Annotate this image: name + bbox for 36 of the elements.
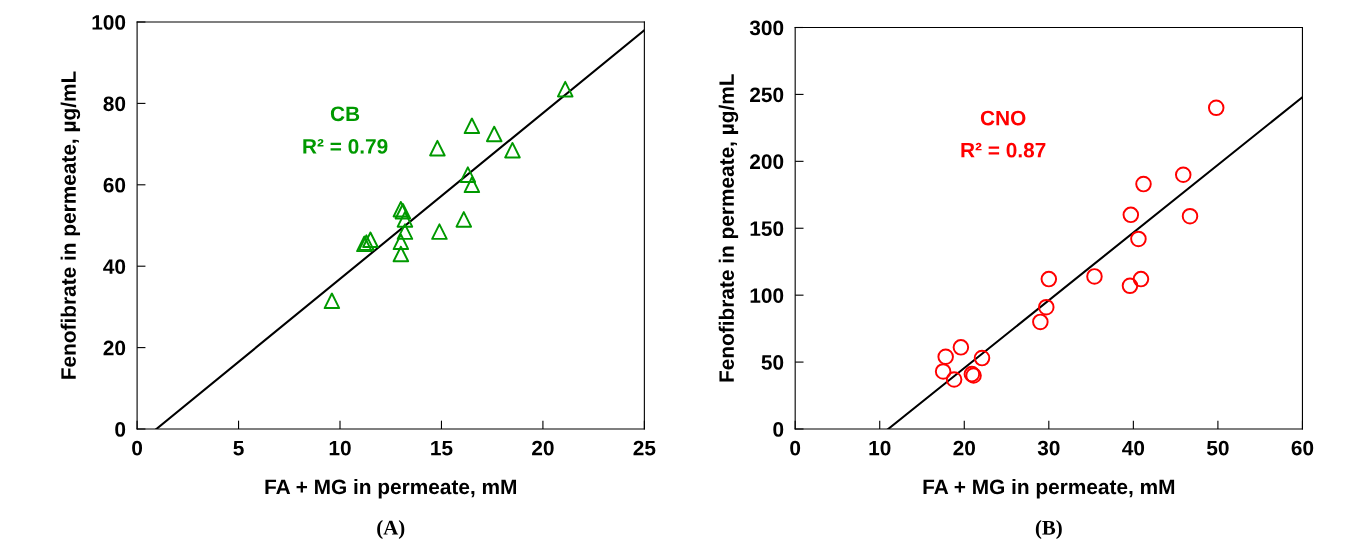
y-tick-label: 200	[750, 154, 784, 170]
x-tick-label: 40	[1122, 440, 1145, 456]
x-tick-label: 30	[1037, 440, 1060, 456]
y-tick-label: 300	[749, 20, 784, 36]
y-axis-title: Fenofibrate in permeate, µg/mL	[60, 71, 81, 379]
annotation: R² = 0.87	[961, 142, 1046, 158]
annotation: R² = 0.79	[303, 139, 388, 154]
y-tick-label: 0	[115, 422, 126, 437]
x-tick-label: 15	[431, 440, 453, 456]
text: (A)	[377, 520, 405, 539]
x-tick-label: 20	[532, 440, 554, 456]
x-tick-label: 10	[869, 440, 891, 456]
y-tick-label: 60	[103, 177, 126, 193]
y-tick-label: 0	[773, 422, 784, 437]
x-tick-label: 10	[329, 440, 351, 456]
x-tick-label: 0	[790, 440, 801, 456]
y-axis-title: Fenofibrate in permeate, µg/mL	[718, 74, 739, 382]
x-tick-label: 20	[953, 440, 975, 456]
y-tick-label: 100	[92, 15, 126, 30]
y-tick-label: 250	[750, 87, 784, 103]
x-tick-label: 5	[233, 440, 244, 456]
y-tick-label: 80	[103, 96, 126, 112]
y-tick-label: 150	[750, 221, 784, 236]
x-tick-label: 60	[1291, 440, 1314, 456]
y-tick-label: 50	[761, 355, 784, 370]
annotation: CB	[330, 106, 360, 122]
annotation: CNO	[980, 110, 1026, 126]
x-axis-title: FA + MG in permeate, mM	[923, 478, 1175, 499]
text: (B)	[1035, 520, 1062, 539]
x-tick-label: 0	[132, 440, 143, 456]
x-axis-title: FA + MG in permeate, mM	[265, 478, 517, 499]
y-tick-label: 100	[750, 288, 784, 303]
y-tick-label: 40	[103, 259, 126, 274]
x-tick-label: 50	[1206, 440, 1229, 456]
y-tick-label: 20	[103, 340, 126, 356]
x-tick-label: 25	[633, 440, 656, 456]
